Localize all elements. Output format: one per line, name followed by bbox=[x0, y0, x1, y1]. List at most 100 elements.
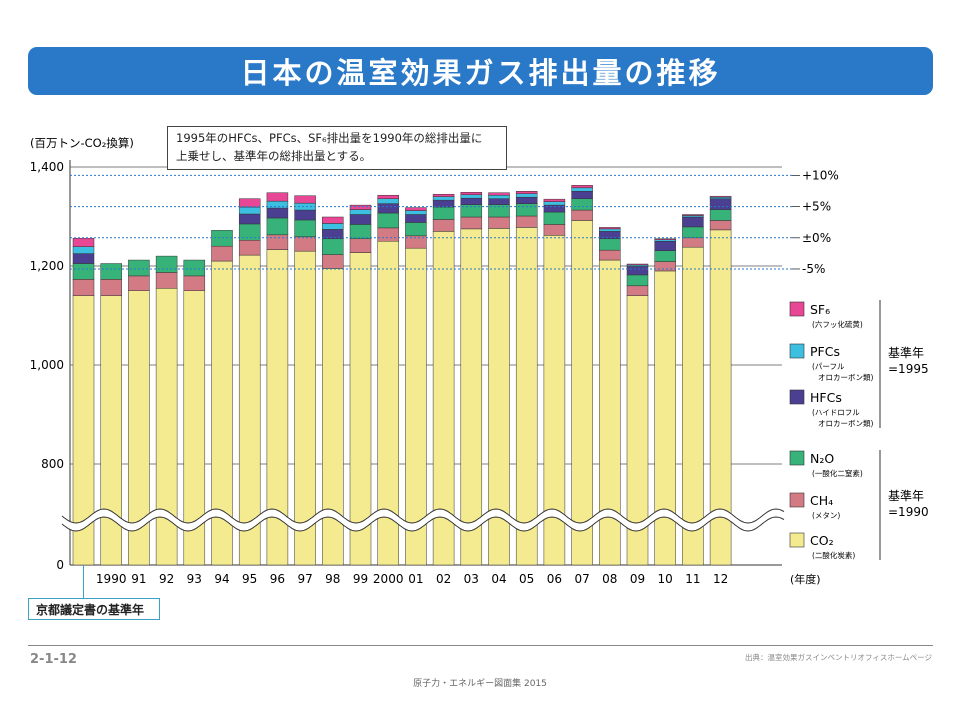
bar-segment-hfcs bbox=[349, 214, 372, 225]
x-tick-label: 05 bbox=[519, 572, 534, 586]
page-number: 2-1-12 bbox=[30, 652, 77, 667]
x-tick-label: 01 bbox=[408, 572, 423, 586]
y-axis-label: (百万トン-CO₂換算) bbox=[30, 136, 134, 150]
bar-segment-ch4 bbox=[266, 234, 289, 250]
bar-segment-n2o bbox=[377, 212, 399, 229]
bar-segment-pfcs bbox=[405, 210, 427, 215]
y-tick-label: 1,000 bbox=[30, 358, 64, 372]
x-tick-label: 93 bbox=[187, 572, 202, 586]
bar-segment-pfcs bbox=[543, 201, 566, 206]
axis-break-line-top bbox=[61, 508, 785, 524]
x-tick-label: 99 bbox=[353, 572, 368, 586]
bar-segment-ch4 bbox=[599, 249, 621, 261]
bar-segment-sf6 bbox=[460, 191, 483, 195]
footer-caption: 原子力・エネルギー図面集 2015 bbox=[413, 679, 547, 689]
bar-segment-hfcs bbox=[72, 253, 95, 264]
bar-segment-hfcs bbox=[460, 197, 483, 205]
bar-segment-hfcs bbox=[266, 207, 289, 219]
bar-segment-ch4 bbox=[72, 279, 95, 296]
reference-label: +5% bbox=[802, 200, 831, 214]
reference-label: ±0% bbox=[802, 231, 831, 245]
x-tick-label: 06 bbox=[547, 572, 562, 586]
x-tick-label: 10 bbox=[658, 572, 673, 586]
legend-name-sf6: SF₆ bbox=[810, 302, 830, 317]
legend-group-label: 基準年 bbox=[888, 345, 924, 360]
bar-segment-pfcs bbox=[294, 202, 316, 211]
bar-segment-n2o bbox=[709, 209, 732, 221]
legend-name-n2o: N₂O bbox=[810, 451, 834, 466]
bar-segment-n2o bbox=[322, 238, 344, 255]
axis-break-band bbox=[62, 509, 784, 531]
legend-sub-pfcs: (パーフル bbox=[812, 362, 845, 371]
bar-segment-pfcs bbox=[238, 206, 261, 215]
legend-name-ch4: CH₄ bbox=[810, 493, 833, 508]
bar-segment-sf6 bbox=[654, 238, 676, 241]
bar-segment-ch4 bbox=[543, 224, 566, 236]
bar-segment-n2o bbox=[405, 222, 427, 237]
note-line-2: 上乗せし、基準年の総排出量とする。 bbox=[176, 149, 372, 163]
bar-segment-sf6 bbox=[709, 195, 732, 198]
x-tick-label: 96 bbox=[270, 572, 285, 586]
bar-segment-hfcs bbox=[709, 198, 732, 210]
axis-break-line-bottom bbox=[61, 516, 785, 532]
bar-segment-ch4 bbox=[322, 254, 344, 269]
legend-swatch-ch4 bbox=[789, 492, 805, 508]
bar-segment-hfcs bbox=[626, 266, 649, 276]
bar-segment-ch4 bbox=[709, 220, 732, 231]
bar-segment-sf6 bbox=[294, 195, 316, 204]
bar-segment-pfcs bbox=[432, 196, 455, 201]
bar-segment-co2 bbox=[515, 227, 538, 566]
x-tick-label: 11 bbox=[685, 572, 700, 586]
bar-segment-sf6 bbox=[72, 238, 95, 247]
bar-segment-n2o bbox=[571, 198, 593, 211]
bar-segment-pfcs bbox=[72, 246, 95, 254]
bar-segment-hfcs bbox=[488, 198, 510, 205]
legend-sub-hfcs-2: オロカーボン類) bbox=[818, 418, 873, 428]
bar-segment-hfcs bbox=[682, 216, 704, 228]
bar-segment-n2o bbox=[72, 263, 95, 280]
bar-segment-co2 bbox=[405, 247, 427, 566]
bar-segment-n2o bbox=[128, 259, 150, 277]
bar-segment-sf6 bbox=[238, 198, 261, 208]
bar-segment-hfcs bbox=[432, 199, 455, 208]
bar-segment-co2 bbox=[682, 246, 704, 566]
bar-segment-co2 bbox=[654, 270, 676, 566]
bar-segment-pfcs bbox=[599, 228, 621, 232]
bar-segment-co2 bbox=[571, 220, 593, 566]
legend-sub-n2o: (一酸化二窒素) bbox=[812, 468, 863, 478]
reference-label: +10% bbox=[802, 168, 839, 182]
legend-swatch-sf6 bbox=[789, 301, 805, 317]
x-tick-label: 94 bbox=[214, 572, 229, 586]
bar-segment-ch4 bbox=[377, 227, 399, 242]
bar-segment-ch4 bbox=[460, 216, 483, 230]
bar-segment-n2o bbox=[155, 255, 178, 273]
bar-segment-sf6 bbox=[626, 263, 649, 266]
bar-segment-pfcs bbox=[349, 209, 372, 215]
base-year-note: 1995年のHFCs、PFCs、SF₆排出量を1990年の総排出量に 上乗せし、… bbox=[167, 126, 507, 170]
page-title: 日本の温室効果ガス排出量の推移 bbox=[28, 47, 933, 95]
reference-label: -5% bbox=[802, 262, 825, 276]
bar-segment-n2o bbox=[599, 238, 621, 251]
y-tick-label: 1,400 bbox=[30, 160, 64, 174]
bar-segment-sf6 bbox=[349, 204, 372, 210]
x-tick-label: 04 bbox=[491, 572, 506, 586]
y-tick-label: 1,200 bbox=[30, 259, 64, 273]
legend-group-value: =1990 bbox=[888, 505, 929, 519]
legend-sub-pfcs-2: オロカーボン類) bbox=[818, 372, 873, 382]
bar-segment-ch4 bbox=[294, 236, 316, 252]
x-tick-label: 12 bbox=[713, 572, 728, 586]
bar-segment-hfcs bbox=[571, 191, 593, 199]
legend-sub-ch4: (メタン) bbox=[812, 511, 840, 520]
bar-segment-n2o bbox=[183, 259, 206, 277]
bar-segment-co2 bbox=[460, 228, 483, 566]
y-tick-label: 0 bbox=[56, 558, 64, 572]
footer-divider bbox=[28, 645, 933, 646]
y-tick-label: 800 bbox=[41, 457, 64, 471]
x-tick-label: 08 bbox=[602, 572, 617, 586]
x-tick-label: 91 bbox=[131, 572, 146, 586]
bar-segment-n2o bbox=[515, 203, 538, 217]
bar-segment-ch4 bbox=[571, 209, 593, 221]
legend-swatch-hfcs bbox=[789, 389, 805, 405]
bar-segment-ch4 bbox=[183, 275, 206, 291]
bar-segment-sf6 bbox=[571, 185, 593, 189]
